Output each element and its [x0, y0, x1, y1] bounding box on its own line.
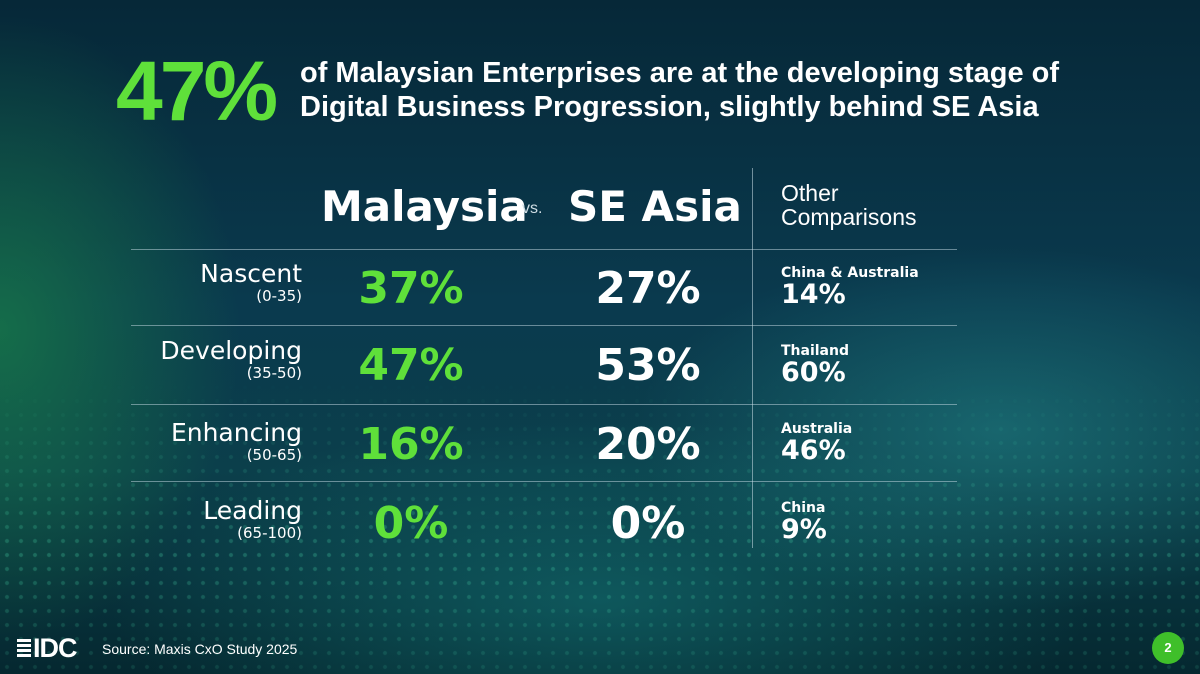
headline-stat: 47%	[116, 44, 278, 138]
se-asia-value: 20%	[595, 419, 701, 470]
table-row-label: Enhancing (50-65)	[100, 418, 302, 464]
comparison-value: 9%	[781, 514, 827, 545]
stage-name: Nascent	[200, 259, 302, 288]
stage-range: (50-65)	[246, 446, 302, 464]
comparison-value: 46%	[781, 435, 846, 466]
table-row-label: Leading (65-100)	[100, 496, 302, 542]
malaysia-value: 47%	[358, 340, 464, 391]
malaysia-value: 0%	[373, 498, 449, 549]
comparison-country: Australia	[781, 421, 853, 437]
other-header-line2: Comparisons	[781, 204, 917, 230]
row-divider	[131, 325, 957, 326]
page-number-badge: 2	[1152, 632, 1184, 664]
se-asia-value: 27%	[595, 263, 701, 314]
comparison-value: 60%	[781, 357, 846, 388]
other-header-line1: Other	[781, 180, 839, 206]
other-comparison: Australia 46%	[781, 421, 951, 465]
column-header-se-asia: SE Asia	[568, 182, 742, 231]
other-comparison: China & Australia 14%	[781, 265, 951, 309]
stage-range: (65-100)	[237, 524, 302, 542]
column-divider	[752, 168, 753, 548]
row-divider	[131, 249, 957, 250]
stage-range: (0-35)	[256, 287, 302, 305]
versus-label: vs.	[522, 200, 543, 217]
stage-range: (35-50)	[246, 364, 302, 382]
other-comparison: Thailand 60%	[781, 343, 951, 387]
se-asia-value: 53%	[595, 340, 701, 391]
source-note: Source: Maxis CxO Study 2025	[102, 641, 298, 657]
stage-name: Leading	[203, 496, 302, 525]
table-row-label: Developing (35-50)	[100, 336, 302, 382]
logo-bars-icon	[17, 639, 31, 659]
other-comparison: China 9%	[781, 500, 951, 544]
stage-name: Developing	[160, 336, 302, 365]
se-asia-value: 0%	[610, 498, 686, 549]
malaysia-value: 37%	[358, 263, 464, 314]
row-divider	[131, 481, 957, 482]
headline-text: of Malaysian Enterprises are at the deve…	[300, 57, 1060, 123]
column-header-malaysia: Malaysia	[321, 182, 528, 231]
column-header-other-comparisons: Other Comparisons	[781, 181, 961, 229]
comparison-country: China & Australia	[781, 265, 919, 281]
comparison-country: China	[781, 500, 826, 516]
row-divider	[131, 404, 957, 405]
idc-logo: IDC	[17, 634, 77, 662]
malaysia-value: 16%	[358, 419, 464, 470]
stage-name: Enhancing	[170, 418, 302, 447]
table-row-label: Nascent (0-35)	[100, 259, 302, 305]
comparison-value: 14%	[781, 279, 846, 310]
comparison-country: Thailand	[781, 343, 849, 359]
logo-text: IDC	[33, 633, 77, 663]
